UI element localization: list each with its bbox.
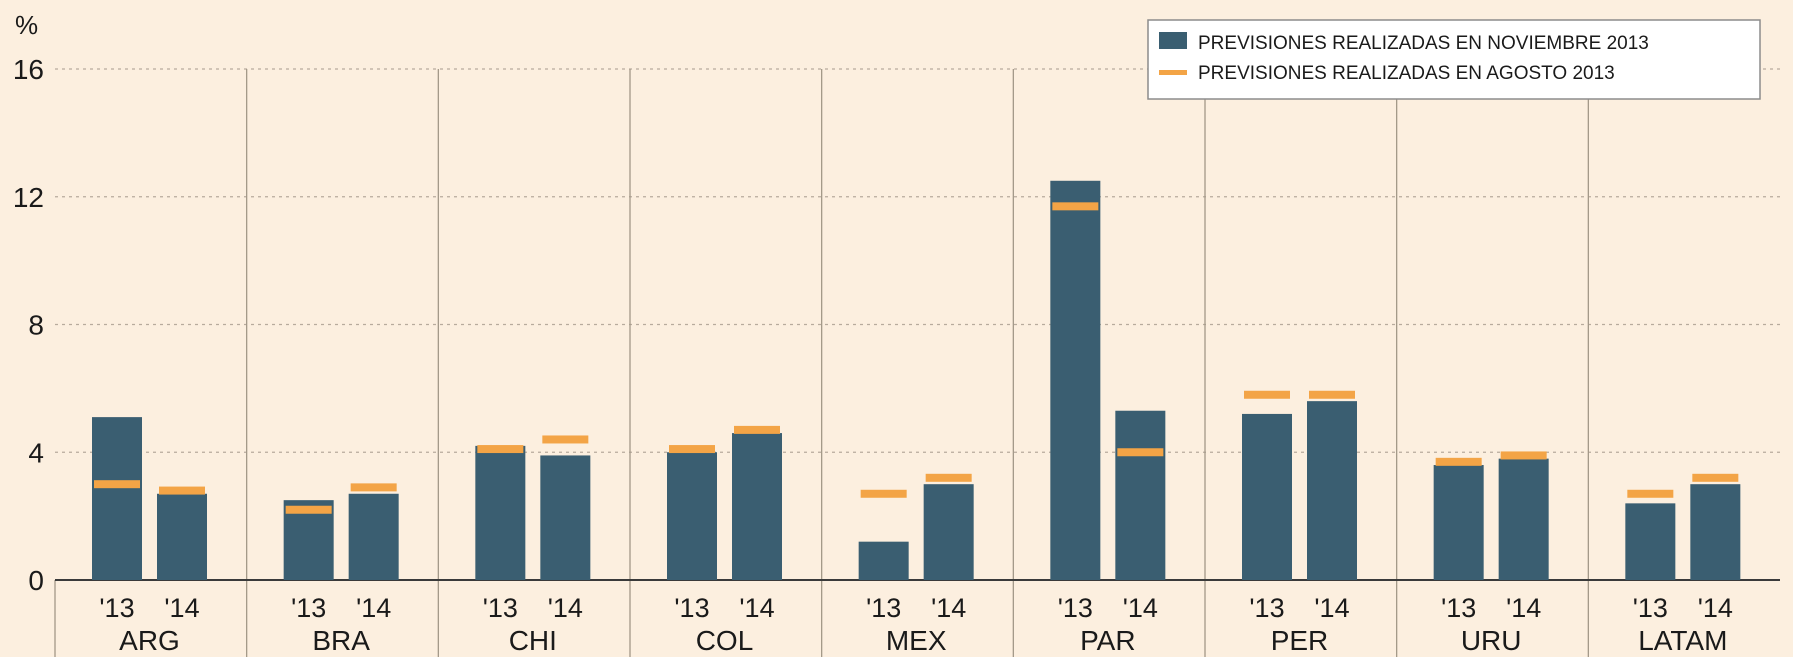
bar-mex-14 — [923, 484, 974, 580]
marker-par-13 — [1052, 202, 1099, 211]
year-label-uru-14: '14 — [1506, 593, 1541, 623]
bar-latam-13 — [1625, 503, 1676, 580]
category-label-per: PER — [1271, 625, 1329, 656]
marker-bra-14 — [350, 483, 397, 492]
bar-arg-13 — [92, 417, 142, 580]
marker-col-13 — [669, 445, 715, 454]
marker-uru-13 — [1435, 457, 1482, 466]
marker-col-14 — [734, 425, 780, 434]
year-label-mex-13: '13 — [866, 593, 901, 623]
marker-bra-13 — [285, 505, 332, 514]
labels: 0481216'13'14ARG'13'14BRA'13'14CHI'13'14… — [13, 54, 1733, 656]
legend-box — [1147, 19, 1761, 100]
marker-arg-14 — [159, 486, 205, 495]
marker-latam-13 — [1627, 489, 1674, 498]
marker-arg-13 — [94, 480, 140, 489]
year-label-arg-14: '14 — [164, 593, 199, 623]
bar-arg-14 — [157, 493, 207, 580]
marker-uru-14 — [1500, 451, 1547, 460]
bar-chi-13 — [475, 445, 526, 580]
category-label-par: PAR — [1080, 625, 1136, 656]
bar-per-13 — [1242, 413, 1292, 580]
y-tick-label-4: 4 — [28, 437, 44, 468]
category-label-chi: CHI — [509, 625, 557, 656]
marker-chi-13 — [477, 445, 524, 454]
bar-col-13 — [667, 452, 717, 580]
bar-col-14 — [732, 433, 782, 580]
marker-latam-14 — [1692, 473, 1739, 482]
y-tick-label-8: 8 — [28, 310, 44, 341]
year-label-col-13: '13 — [674, 593, 709, 623]
bar-uru-14 — [1498, 458, 1549, 580]
y-unit-label: % — [15, 10, 38, 40]
year-label-chi-14: '14 — [548, 593, 583, 623]
bar-bra-14 — [348, 493, 399, 580]
y-tick-label-0: 0 — [28, 565, 44, 596]
bar-uru-13 — [1433, 465, 1484, 580]
marker-mex-13 — [860, 489, 907, 498]
bar-latam-14 — [1690, 484, 1741, 580]
category-label-latam: LATAM — [1638, 625, 1727, 656]
legend-swatch-marker — [1159, 70, 1187, 75]
bar-chi-14 — [540, 455, 591, 580]
marker-per-14 — [1309, 390, 1355, 399]
year-label-chi-13: '13 — [483, 593, 518, 623]
year-label-latam-13: '13 — [1633, 593, 1668, 623]
bars — [92, 180, 1741, 580]
bar-par-14 — [1115, 410, 1166, 580]
markers — [94, 202, 1739, 514]
category-label-arg: ARG — [119, 625, 180, 656]
legend-label-agosto: PREVISIONES REALIZADAS EN AGOSTO 2013 — [1198, 63, 1615, 84]
bar-per-14 — [1307, 401, 1357, 580]
year-label-uru-13: '13 — [1441, 593, 1476, 623]
category-label-uru: URU — [1461, 625, 1522, 656]
year-label-par-14: '14 — [1123, 593, 1158, 623]
year-label-bra-13: '13 — [291, 593, 326, 623]
year-label-per-14: '14 — [1314, 593, 1349, 623]
marker-per-13 — [1244, 390, 1290, 399]
year-label-par-13: '13 — [1058, 593, 1093, 623]
year-label-bra-14: '14 — [356, 593, 391, 623]
year-label-per-13: '13 — [1249, 593, 1284, 623]
marker-chi-14 — [542, 435, 589, 444]
category-label-bra: BRA — [312, 625, 370, 656]
category-label-col: COL — [696, 625, 754, 656]
bar-par-13 — [1050, 180, 1101, 580]
marker-mex-14 — [925, 473, 972, 482]
year-label-arg-13: '13 — [99, 593, 134, 623]
legend-label-noviembre: PREVISIONES REALIZADAS EN NOVIEMBRE 2013 — [1198, 33, 1649, 54]
legend: PREVISIONES REALIZADAS EN NOVIEMBRE 2013… — [1147, 19, 1761, 100]
grid — [54, 68, 1780, 657]
year-label-latam-14: '14 — [1698, 593, 1733, 623]
marker-par-14 — [1117, 448, 1164, 457]
bar-mex-13 — [858, 541, 909, 580]
legend-swatch-bar — [1159, 32, 1187, 49]
year-label-mex-14: '14 — [931, 593, 966, 623]
year-label-col-14: '14 — [739, 593, 774, 623]
category-label-mex: MEX — [886, 625, 947, 656]
y-tick-label-16: 16 — [13, 54, 44, 85]
y-tick-label-12: 12 — [13, 182, 44, 213]
